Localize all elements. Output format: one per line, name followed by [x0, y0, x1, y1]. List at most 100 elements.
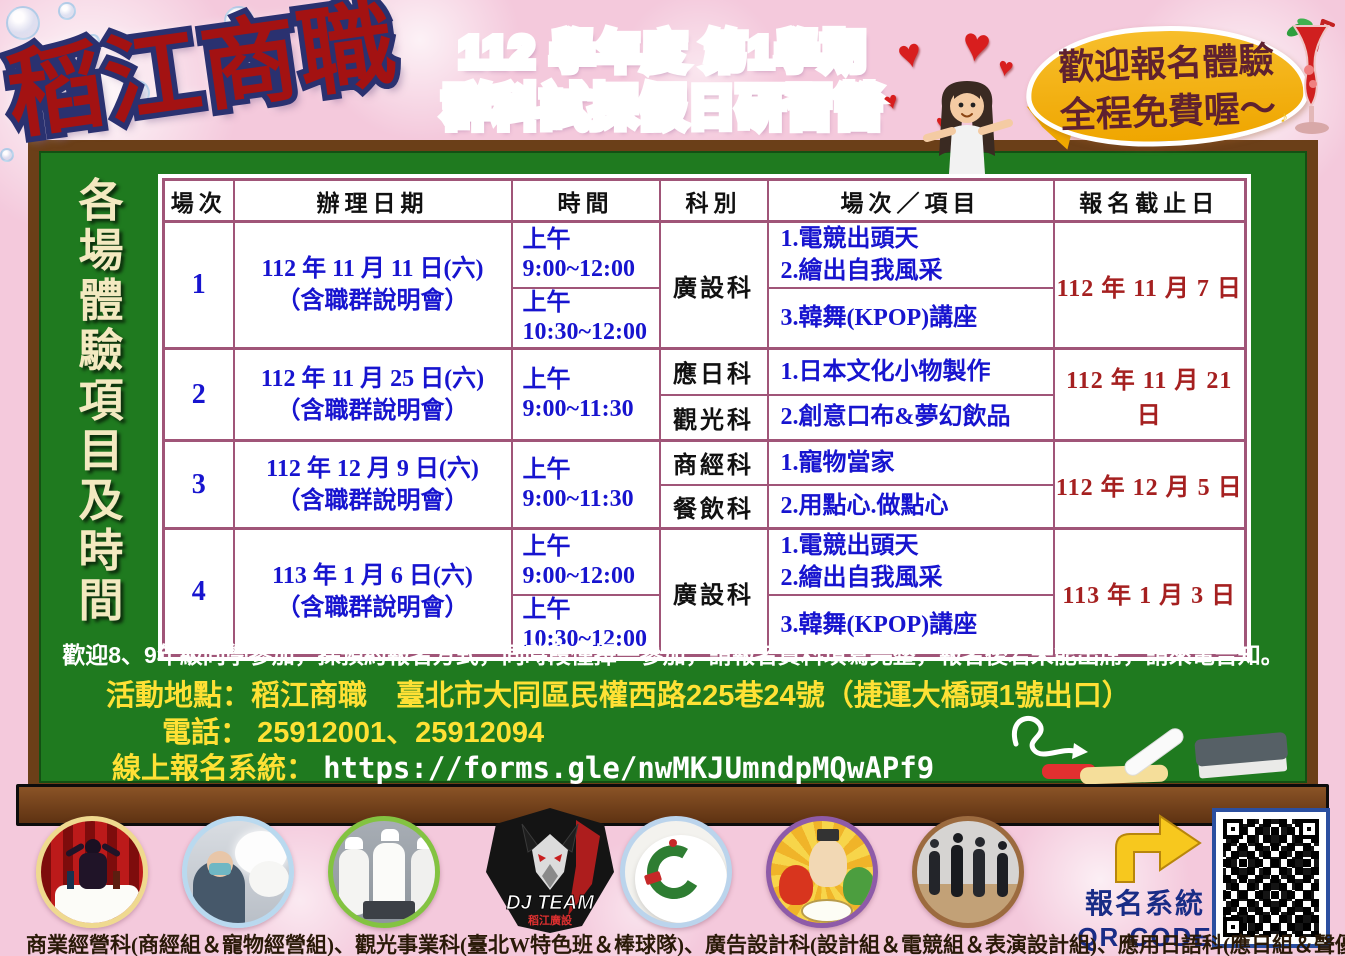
cell-items: 2.用點心.做點心 [766, 483, 1055, 530]
qr-pointer-arrow-icon [1115, 814, 1202, 883]
event-title: 112 學年度 第1學期 112 學年度 第1學期 群科試探假日研習營 群科試探… [396, 24, 930, 139]
cell-session: 1 [162, 220, 235, 350]
qr-label-line2: QR CODE [1077, 922, 1213, 952]
time-value: 10:30~12:00 [522, 626, 647, 652]
header-dept: 科別 [658, 178, 769, 223]
cocktail-drink: ♪ [1280, 18, 1335, 134]
registration-qr-code [1212, 808, 1330, 948]
sidebar-char: 間 [78, 575, 124, 626]
cell-items: 2.創意口布&夢幻飲品 [766, 393, 1055, 442]
time-label: 上午 [522, 366, 571, 393]
signup-line: 線上報名系統： https://forms.gle/nwMKJUmndpMQwA… [112, 745, 935, 791]
header-session: 場次 [162, 178, 235, 223]
school-name: 稻江商職 稻江商職 [0, 0, 431, 156]
time-label: 上午 [522, 534, 571, 560]
cell-items: 1.電競出頭天 2.繪出自我風采 [766, 220, 1055, 289]
bubble-decoration [86, 34, 100, 48]
phone-numbers: 25912001、25912094 [257, 717, 545, 749]
cell-session: 2 [162, 347, 235, 442]
qr-finder-icon [1223, 917, 1243, 937]
location-text: 稻江商職 臺北市大同區民權西路225巷24號（捷運大橋頭1號出口） [251, 680, 1131, 712]
signup-label: 線上報名系統： [112, 753, 316, 785]
photo-dance-class [912, 816, 1024, 928]
time-value: 9:00~12:00 [522, 563, 635, 589]
table-row: 1 112 年 11 月 11 日(六) （含職群說明會） 上午 9:00~12… [162, 220, 1247, 350]
sidebar-char: 及 [78, 475, 124, 526]
date-line: （含職群說明會） [276, 595, 469, 621]
qr-finder-icon [1223, 819, 1243, 839]
date-line: （含職群說明會） [276, 288, 469, 314]
cell-deadline: 112 年 11 月 21 日 [1052, 347, 1247, 442]
table-row: 上午 10:30~12:00 3.韓舞(KPOP)講座 [164, 287, 1246, 350]
cell-items: 3.韓舞(KPOP)講座 [766, 287, 1055, 350]
item-line: 2.繪出自我風采 [780, 258, 943, 284]
header-time: 時間 [510, 178, 661, 223]
cell-items: 1.寵物當家 [766, 439, 1055, 486]
table-row: 2 112 年 11 月 25 日(六) （含職群說明會） 上午 9:00~11… [162, 347, 1247, 442]
heart-icon: ♥ [958, 17, 995, 74]
yellow-chalk [1080, 764, 1169, 785]
sidebar-vertical-title: 各 場 體 驗 項 目 及 時 間 [48, 176, 154, 626]
sidebar-char: 驗 [78, 325, 124, 376]
date-line: 112 年 12 月 9 日(六) [266, 455, 479, 482]
date-line: 112 年 11 月 11 日(六) [261, 256, 484, 282]
cell-session: 3 [162, 439, 235, 530]
bubble-decoration [314, 52, 350, 88]
sidebar-char: 各 [78, 175, 124, 226]
photo-mascot-characters [766, 816, 878, 928]
photo-pet-grooming [182, 816, 294, 928]
location-line: 活動地點：稻江商職 臺北市大同區民權西路225巷24號（捷運大橋頭1號出口） [106, 672, 1131, 714]
signup-url-link[interactable]: https://forms.gle/nwMKJUmndpMQwAPf9 [323, 751, 935, 791]
photo-wreath-craft [620, 816, 732, 928]
speech-bubble: 歡迎報名體驗 全程免費喔～ [1023, 21, 1311, 151]
cell-items: 1.日本文化小物製作 [766, 347, 1055, 396]
chalk-drawing [1011, 715, 1288, 785]
bubble-decoration [44, 104, 62, 122]
table-row: 餐飲科 2.用點心.做點心 [164, 483, 1246, 530]
header-date: 辦理日期 [232, 178, 513, 223]
schedule-table: 場次 辦理日期 時間 科別 場次／項目 報名截止日 1 112 年 11 月 1… [162, 178, 1247, 657]
cell-dept: 餐飲科 [658, 483, 769, 530]
bubble-decoration [0, 148, 14, 162]
cell-dept: 應日科 [658, 347, 769, 396]
photo-cooking-class [328, 816, 440, 928]
dj-team-wolf-logo: DJ TEAM 稻江廣設 [486, 808, 614, 933]
time-label: 上午 [522, 290, 571, 316]
school-name-text: 稻江商職 [0, 0, 404, 151]
cell-date: 112 年 12 月 9 日(六) （含職群說明會） [232, 439, 513, 530]
schedule-panel: 場次 辦理日期 時間 科別 場次／項目 報名截止日 1 112 年 11 月 1… [158, 174, 1251, 661]
table-header-row: 場次 辦理日期 時間 科別 場次／項目 報名截止日 [162, 178, 1247, 223]
cell-time: 上午 10:30~12:00 [510, 287, 661, 350]
cell-deadline: 112 年 11 月 7 日 [1052, 220, 1247, 350]
svg-text:♪: ♪ [1280, 109, 1288, 126]
time-value: 9:00~11:30 [522, 395, 634, 422]
cell-dept: 觀光科 [658, 393, 769, 442]
time-label: 上午 [522, 456, 571, 483]
cell-time: 上午 9:00~12:00 [510, 527, 661, 596]
cell-items: 3.韓舞(KPOP)講座 [766, 594, 1055, 657]
location-label: 活動地點： [106, 680, 252, 712]
time-label: 上午 [522, 597, 571, 623]
sidebar-char: 場 [78, 225, 124, 276]
time-value: 9:00~11:30 [522, 485, 634, 512]
dj-team-title: DJ TEAM [506, 892, 595, 914]
bubble-decoration [58, 2, 76, 20]
cell-time: 上午 9:00~11:30 [510, 347, 661, 442]
board-eraser [1194, 732, 1288, 779]
speech-bubble-line1: 歡迎報名體驗 [1057, 39, 1275, 88]
time-label: 上午 [522, 227, 571, 253]
title-line2-outline: 群科試探假日研習營 [438, 78, 886, 139]
table-row: 3 112 年 12 月 9 日(六) （含職群說明會） 上午 9:00~11:… [162, 439, 1247, 530]
sidebar-char: 項 [78, 375, 124, 426]
qr-label: 報名系統 QR CODE [1072, 882, 1218, 953]
welcome-note: 歡迎8、9年級同學參加，採預約報名方式，同時段僅擇一參加，請報名資料填寫完整，報… [62, 642, 1284, 668]
item-line: 2.繪出自我風采 [780, 565, 943, 591]
title-line1: 112 學年度 第1學期 [459, 28, 867, 77]
time-value: 10:30~12:00 [522, 319, 647, 345]
cell-time: 上午 9:00~11:30 [510, 439, 661, 530]
white-chalk [1124, 728, 1184, 776]
table-row: 4 113 年 1 月 6 日(六) （含職群說明會） 上午 9:00~12:0… [162, 527, 1247, 657]
dj-team-subtitle: 稻江廣設 [528, 913, 573, 927]
cell-dept: 廣設科 [658, 527, 769, 657]
